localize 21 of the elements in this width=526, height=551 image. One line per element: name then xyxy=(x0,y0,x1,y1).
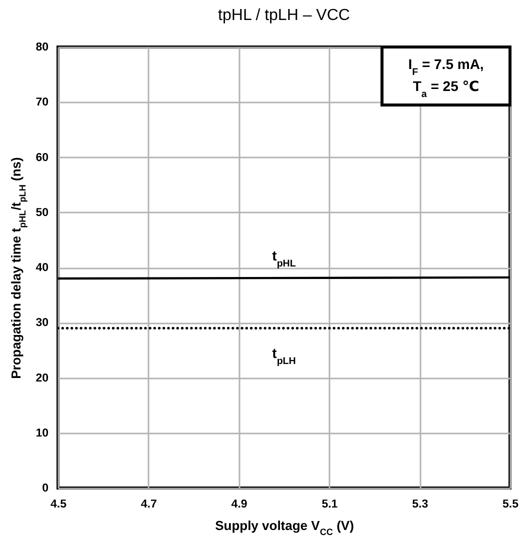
x-tick-label: 4.5 xyxy=(50,498,68,510)
y-tick-label: 0 xyxy=(42,482,48,494)
y-tick-label: 80 xyxy=(36,42,48,54)
x-tick-label: 5.5 xyxy=(502,498,520,510)
x-tick-label: 5.1 xyxy=(322,498,338,510)
y-tick-label: 50 xyxy=(36,206,48,219)
y-tick-label: 40 xyxy=(36,262,48,274)
series-label: t$_{pLH}$ xyxy=(272,345,296,367)
y-tick-label: 70 xyxy=(36,96,48,109)
y-tick-label: 30 xyxy=(36,317,48,330)
x-tick-label: 4.7 xyxy=(140,498,157,510)
annotation: I$_{F}$ = 7.5 mA, xyxy=(408,56,484,78)
series-label: t$_{pHL}$ xyxy=(272,248,296,270)
x-tick-label: 5.3 xyxy=(412,498,428,510)
annotation: T$_{a}$ = 25 ℃ xyxy=(412,78,480,100)
y-tick-label: 10 xyxy=(36,427,48,440)
chart-title: tpHL / tpLH – VCC xyxy=(218,7,350,24)
y-tick-label: 20 xyxy=(36,372,48,384)
y-tick-label: 60 xyxy=(36,152,48,164)
x-axis-title: Supply voltage V$_{CC}$ (V) xyxy=(215,518,354,537)
x-tick-label: 4.9 xyxy=(231,498,248,510)
